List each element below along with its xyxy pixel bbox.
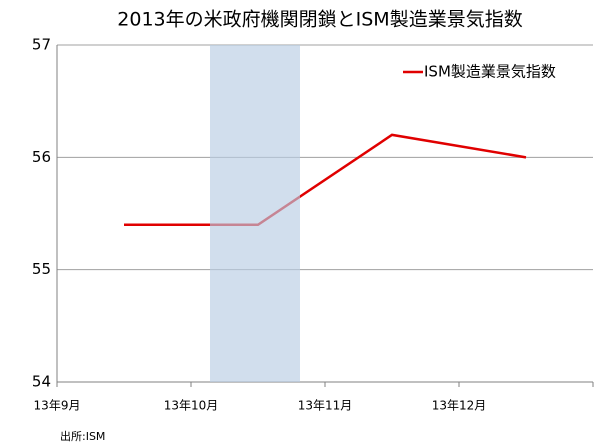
source-note: 出所:ISM <box>60 429 105 443</box>
shutdown-shade <box>210 45 300 382</box>
y-tick-label: 56 <box>32 148 51 166</box>
y-tick-label: 57 <box>32 36 51 54</box>
y-tick-label: 54 <box>32 373 51 391</box>
legend-label: ISM製造業景気指数 <box>424 63 556 81</box>
chart-title: 2013年の米政府機関閉鎖とISM製造業景気指数 <box>117 9 522 31</box>
x-tick-label: 13年12月 <box>432 399 487 413</box>
x-tick-label: 13年10月 <box>164 399 219 413</box>
x-tick-label: 13年11月 <box>298 399 353 413</box>
data-line <box>124 133 527 226</box>
x-tick-label: 13年9月 <box>34 399 81 413</box>
y-tick-label: 55 <box>32 260 51 278</box>
